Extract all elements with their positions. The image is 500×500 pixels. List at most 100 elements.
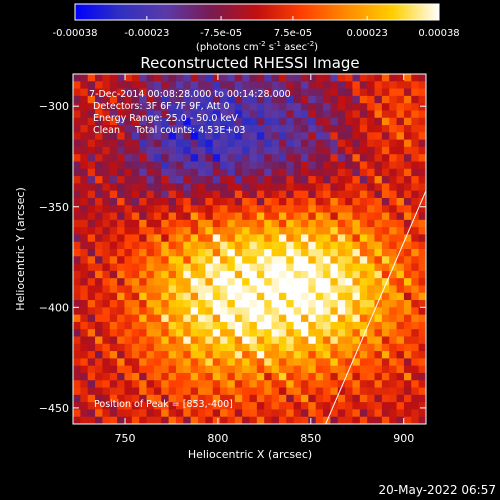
heatmap-cell [109, 372, 118, 381]
heatmap-cell [227, 176, 236, 184]
heatmap-cell [205, 197, 214, 206]
heatmap-cell [337, 307, 346, 316]
heatmap-cell [315, 190, 324, 199]
heatmap-cell [278, 372, 287, 381]
heatmap-cell [212, 307, 221, 316]
heatmap-cell [161, 292, 169, 301]
heatmap-cell [389, 270, 397, 279]
heatmap-cell [308, 292, 317, 301]
peak-position-label: Position of Peak = [853,-400] [94, 399, 233, 410]
heatmap-cell [131, 416, 140, 424]
heatmap-cell [374, 219, 383, 228]
heatmap-cell [95, 125, 103, 133]
heatmap-cell [323, 394, 331, 403]
heatmap-cell [352, 234, 361, 243]
heatmap-cell [418, 74, 426, 82]
heatmap-cell [117, 125, 125, 133]
heatmap-cell [242, 168, 250, 177]
heatmap-cell [411, 219, 420, 228]
heatmap-cell [359, 249, 368, 257]
heatmap-cell [278, 168, 287, 177]
heatmap-cell [220, 372, 228, 381]
heatmap-cell [109, 278, 118, 286]
heatmap-cell [168, 249, 177, 257]
heatmap-cell [242, 88, 250, 97]
heatmap-cell [256, 146, 265, 155]
heatmap-cell [359, 139, 368, 148]
heatmap-cell [153, 81, 162, 89]
heatmap-cell [403, 409, 412, 418]
heatmap-cell [242, 387, 250, 396]
heatmap-cell [396, 219, 405, 228]
heatmap-cell [381, 219, 390, 228]
heatmap-cell [352, 402, 361, 410]
heatmap-cell [337, 212, 346, 221]
heatmap-cell [220, 394, 228, 403]
heatmap-cell [175, 372, 184, 381]
heatmap-cell [286, 168, 295, 177]
heatmap-cell [220, 227, 228, 235]
heatmap-cell [80, 256, 89, 264]
heatmap-cell [153, 146, 162, 155]
heatmap-cell [271, 336, 280, 345]
heatmap-cell [359, 88, 368, 97]
heatmap-cell [345, 300, 353, 308]
heatmap-cell [183, 387, 192, 396]
heatmap-cell [411, 81, 420, 89]
heatmap-cell [264, 234, 272, 243]
heatmap-cell [293, 270, 302, 279]
heatmap-cell [249, 285, 258, 294]
heatmap-cell [308, 95, 317, 104]
heatmap-cell [345, 307, 353, 316]
heatmap-cell [242, 197, 250, 206]
heatmap-cell [345, 74, 353, 82]
heatmap-cell [242, 314, 250, 323]
heatmap-cell [293, 95, 302, 104]
heatmap-cell [278, 81, 287, 89]
heatmap-cell [249, 416, 258, 424]
heatmap-cell [161, 300, 169, 308]
heatmap-cell [411, 176, 420, 184]
heatmap-cell [359, 219, 368, 228]
heatmap-cell [411, 168, 420, 177]
heatmap-cell [190, 95, 199, 104]
heatmap-cell [352, 117, 361, 126]
heatmap-cell [418, 154, 426, 162]
heatmap-cell [256, 249, 265, 257]
heatmap-cell [367, 416, 375, 424]
heatmap-cell [352, 336, 361, 345]
heatmap-cell [220, 263, 228, 272]
heatmap-cell [168, 314, 177, 323]
heatmap-cell [102, 139, 111, 148]
heatmap-cell [227, 103, 236, 111]
heatmap-cell [359, 146, 368, 155]
heatmap-cell [242, 307, 250, 316]
heatmap-cell [220, 88, 228, 97]
heatmap-cell [315, 154, 324, 162]
heatmap-cell [337, 249, 346, 257]
heatmap-cell [183, 329, 192, 337]
heatmap-cell [278, 402, 287, 410]
heatmap-cell [418, 125, 426, 133]
heatmap-cell [352, 183, 361, 192]
heatmap-cell [131, 314, 140, 323]
heatmap-cell [80, 95, 89, 104]
heatmap-cell [323, 81, 331, 89]
heatmap-cell [345, 168, 353, 177]
heatmap-cell [323, 197, 331, 206]
heatmap-cell [359, 394, 368, 403]
heatmap-cell [249, 110, 258, 119]
heatmap-cell [308, 300, 317, 308]
heatmap-cell [190, 146, 199, 155]
heatmap-cell [102, 249, 111, 257]
heatmap-cell [190, 227, 199, 235]
heatmap-cell [359, 81, 368, 89]
heatmap-cell [146, 205, 155, 213]
heatmap-cell [168, 110, 177, 119]
colorbar-unit-exp-2: -1 [274, 40, 281, 48]
heatmap-cell [278, 387, 287, 396]
heatmap-cell [102, 103, 111, 111]
heatmap-cell [411, 358, 420, 367]
heatmap-cell [117, 146, 125, 155]
heatmap-cell [227, 241, 236, 250]
